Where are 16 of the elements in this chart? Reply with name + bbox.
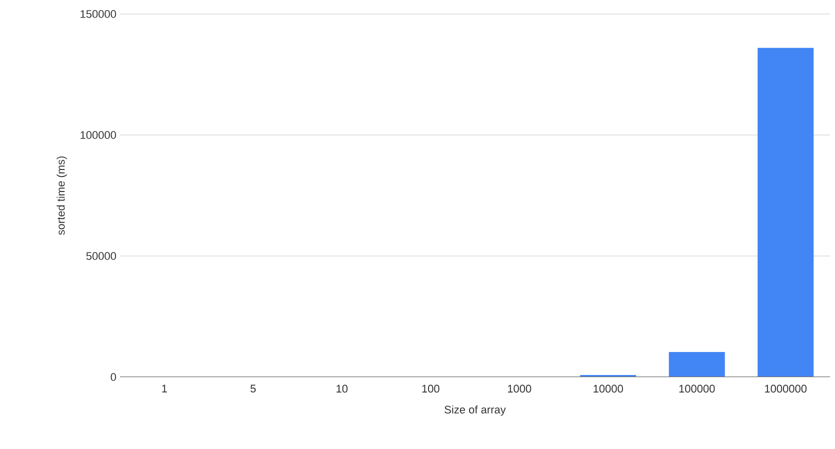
x-tick-label: 1 (162, 384, 167, 392)
x-tick-label: 5 (250, 384, 256, 392)
y-tick-label: 100000 (80, 131, 116, 139)
x-tick-label: 100 (422, 384, 440, 393)
y-tick-label: 150000 (80, 10, 116, 18)
bar (758, 48, 814, 377)
x-tick-label: 10 (336, 384, 348, 393)
y-tick-label: 0 (110, 373, 116, 381)
x-tick-label: 1000000 (765, 384, 807, 393)
y-tick-label: 50000 (86, 252, 116, 260)
x-tick-label: 10000 (594, 384, 623, 393)
x-tick-label: 100000 (679, 384, 715, 393)
x-axis-title: Size of array (444, 405, 506, 416)
y-axis-title: sorted time (ms) (56, 156, 67, 235)
bar (668, 352, 725, 377)
x-tick-label: 1000 (508, 384, 532, 393)
